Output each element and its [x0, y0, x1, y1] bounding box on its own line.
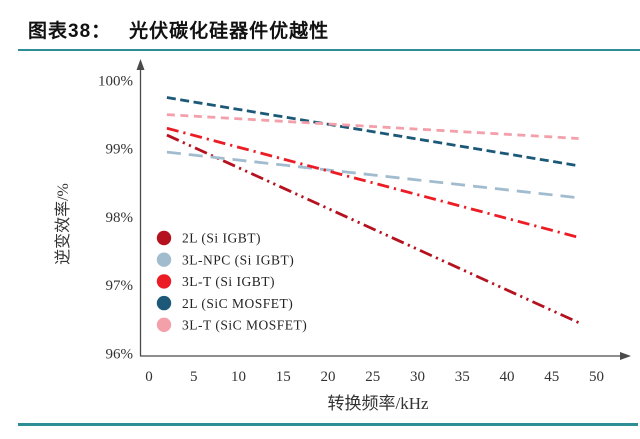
efficiency-line-chart: 逆变效率/% 转换频率/kHz 100% 99% 98% 97% 96% 0 5 10 15 20… — [54, 59, 631, 413]
series-line-2l-sic-mosfet- — [166, 96, 579, 168]
x-tick-label: 15 — [276, 369, 291, 385]
legend-dot — [156, 295, 172, 311]
y-tick-label: 99% — [106, 142, 134, 158]
y-tick-label: 96% — [106, 346, 134, 362]
x-tick-label: 5 — [190, 369, 198, 385]
x-tick-label: 50 — [589, 369, 604, 385]
x-tick-label: 25 — [365, 369, 380, 385]
x-tick-label: 30 — [410, 369, 425, 385]
x-tick-label: 35 — [455, 369, 470, 385]
header-divider — [18, 49, 640, 51]
legend-label: 3L-NPC (Si IGBT) — [182, 252, 294, 267]
x-tick-label: 45 — [544, 369, 559, 385]
y-tick-label: 97% — [106, 278, 134, 294]
legend-label: 2L (Si IGBT) — [182, 231, 261, 246]
x-tick-label: 0 — [145, 369, 153, 385]
legend-dot — [156, 252, 172, 267]
x-axis-title: 转换频率/kHz — [327, 394, 428, 413]
y-tick-label: 100% — [98, 74, 133, 90]
x-axis-arrow-icon — [620, 352, 631, 360]
legend-dot — [156, 317, 172, 332]
figure-number: 图表38： — [28, 21, 112, 42]
y-tick-label: 98% — [106, 210, 134, 226]
figure-header: 图表38： 光伏碳化硅器件优越性 — [28, 16, 329, 43]
x-tick-label: 20 — [321, 369, 336, 385]
legend-label: 3L-T (Si IGBT) — [182, 274, 275, 289]
series-line-3l-t-si-igbt- — [166, 126, 579, 239]
legend-label: 2L (SiC MOSFET) — [182, 296, 293, 311]
series-line-3l-t-sic-mosfet- — [166, 113, 579, 140]
y-axis-arrow-icon — [136, 59, 145, 70]
figure-title: 光伏碳化硅器件优越性 — [129, 21, 330, 42]
y-axis-title: 逆变效率/% — [54, 183, 72, 265]
x-tick-label: 10 — [231, 369, 246, 385]
legend-label: 3L-T (SiC MOSFET) — [182, 318, 307, 333]
series-line-3l-npc-si-igbt- — [166, 150, 579, 200]
legend-dot — [156, 230, 172, 246]
legend-dot — [156, 274, 172, 289]
bottom-divider — [18, 423, 638, 426]
x-tick-label: 40 — [500, 369, 515, 385]
series-line-2l-si-igbt- — [166, 133, 580, 324]
